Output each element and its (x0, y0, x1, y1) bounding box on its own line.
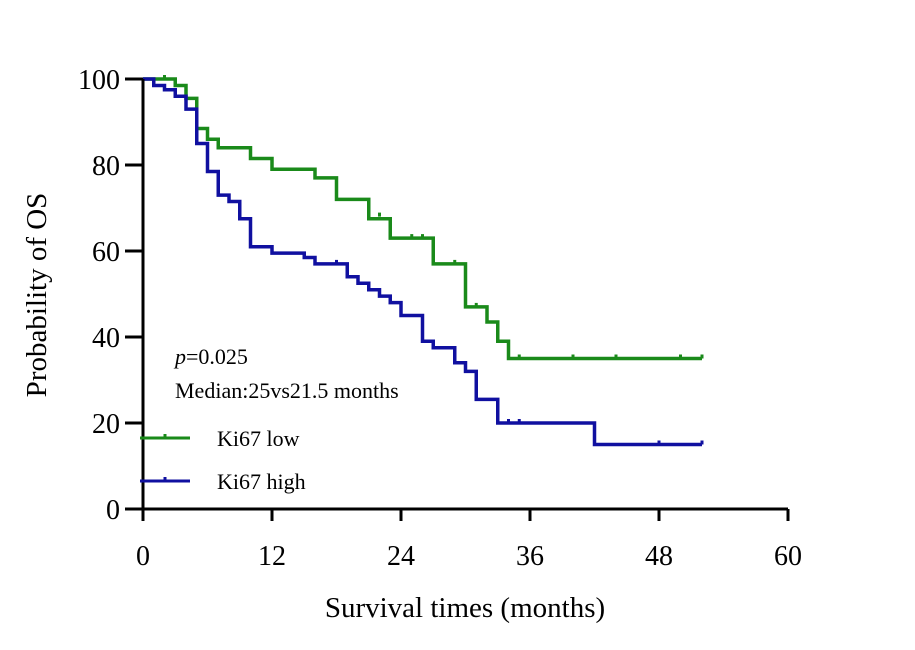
x-axis-title: Survival times (months) (325, 592, 605, 624)
x-tick-label: 48 (645, 541, 673, 572)
survival-curve-ki67-high (143, 77, 702, 447)
x-tick-label: 0 (136, 541, 150, 572)
y-axis-title: Probability of OS (21, 193, 53, 398)
legend-label-ki67-high: Ki67 high (217, 469, 306, 494)
p-value-annotation: p=0.025 (173, 344, 248, 369)
p-symbol: p (173, 344, 186, 369)
x-tick-label: 12 (258, 541, 286, 572)
y-tick-label: 40 (92, 323, 120, 354)
y-tick-label: 20 (92, 409, 120, 440)
series-layer (143, 75, 704, 447)
p-value: =0.025 (186, 344, 248, 369)
legend-entry-ki67-high: Ki67 high (140, 469, 306, 494)
x-tick-label: 60 (774, 541, 802, 572)
y-tick-label: 100 (78, 65, 120, 96)
y-tick-label: 0 (106, 495, 120, 526)
x-tick-label: 36 (516, 541, 544, 572)
median-annotation: Median:25vs21.5 months (175, 378, 399, 403)
legend-label-ki67-low: Ki67 low (217, 426, 300, 451)
y-tick-label: 60 (92, 237, 120, 268)
ticks-layer: 0 12 24 36 48 60 0 20 40 60 80 100 (78, 65, 802, 572)
annotation-block: p=0.025 Median:25vs21.5 months (173, 344, 399, 403)
legend-entry-ki67-low: Ki67 low (140, 426, 300, 451)
legend: Ki67 low Ki67 high (140, 426, 306, 494)
x-tick-label: 24 (387, 541, 415, 572)
y-tick-label: 80 (92, 151, 120, 182)
